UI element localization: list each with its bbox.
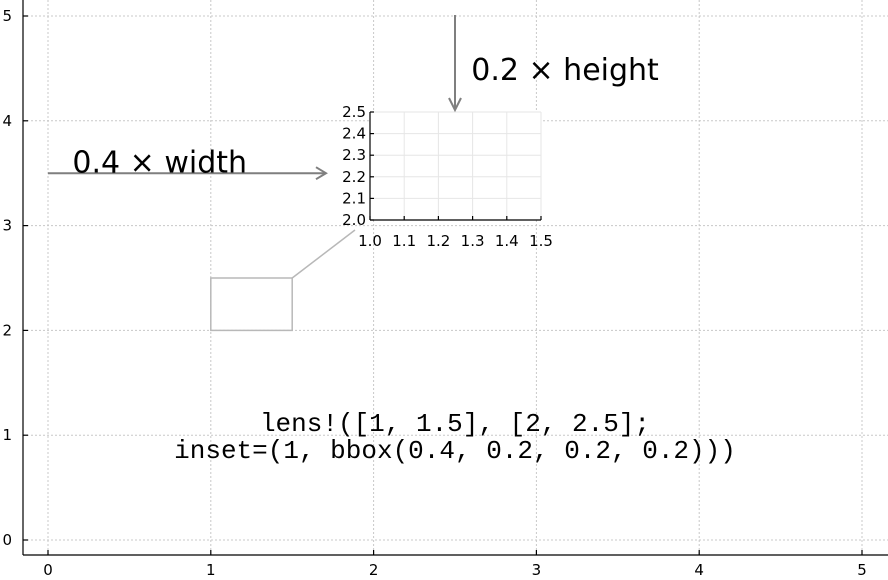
annotation-arrows — [48, 15, 462, 181]
inset-y-tick-label: 2.4 — [342, 125, 366, 143]
inset-y-tick-label: 2.3 — [342, 146, 366, 164]
y-tick-label: 1 — [2, 426, 12, 444]
y-tick-label: 0 — [2, 531, 12, 549]
x-tick-label: 5 — [857, 561, 867, 579]
width-annotation: 0.4 × width — [72, 146, 247, 181]
x-tick-label: 2 — [369, 561, 379, 579]
width-arrow-head — [315, 166, 328, 181]
inset-ticks: 1.0 1.1 1.2 1.3 1.4 1.5 2.0 2.1 2.2 2.3 2.4 2.5 — [342, 103, 553, 250]
y-tick-label: 4 — [2, 112, 12, 130]
inset-x-tick-label: 1.5 — [529, 232, 553, 250]
inset-y-tick-label: 2.5 — [342, 103, 366, 121]
inset-x-tick-label: 1.4 — [495, 232, 519, 250]
lens-region-box — [210, 277, 293, 332]
main-plot-axes — [22, 0, 888, 556]
code-annotation-line-1: lens!([1, 1.5], [2, 2.5]; — [260, 409, 650, 439]
y-tick-label: 3 — [2, 217, 12, 235]
code-annotation-line-2: inset=(1, bbox(0.4, 0.2, 0.2, 0.2))) — [174, 436, 736, 466]
main-plot-ticks: 0 1 2 3 4 5 0 1 2 3 4 5 — [2, 7, 866, 579]
height-arrow-head — [448, 97, 462, 113]
inset-plot: 1.0 1.1 1.2 1.3 1.4 1.5 2.0 2.1 2.2 2.3 2.4 2.5 — [342, 103, 553, 250]
inset-x-tick-label: 1.2 — [426, 232, 450, 250]
x-tick-label: 1 — [206, 561, 216, 579]
inset-x-tick-label: 1.0 — [358, 232, 382, 250]
inset-y-tick-label: 2.1 — [342, 189, 366, 207]
x-tick-label: 3 — [532, 561, 542, 579]
inset-y-tick-label: 2.0 — [342, 211, 366, 229]
inset-background — [370, 112, 541, 220]
lens-connector-line — [291, 229, 356, 279]
x-tick-label: 0 — [43, 561, 53, 579]
height-annotation: 0.2 × height — [471, 53, 659, 88]
inset-x-tick-label: 1.1 — [392, 232, 416, 250]
x-tick-label: 4 — [694, 561, 704, 579]
y-tick-label: 5 — [2, 7, 12, 25]
inset-x-tick-label: 1.3 — [461, 232, 485, 250]
lens-group — [210, 229, 356, 332]
inset-y-tick-label: 2.2 — [342, 168, 366, 186]
y-tick-label: 2 — [2, 321, 12, 339]
